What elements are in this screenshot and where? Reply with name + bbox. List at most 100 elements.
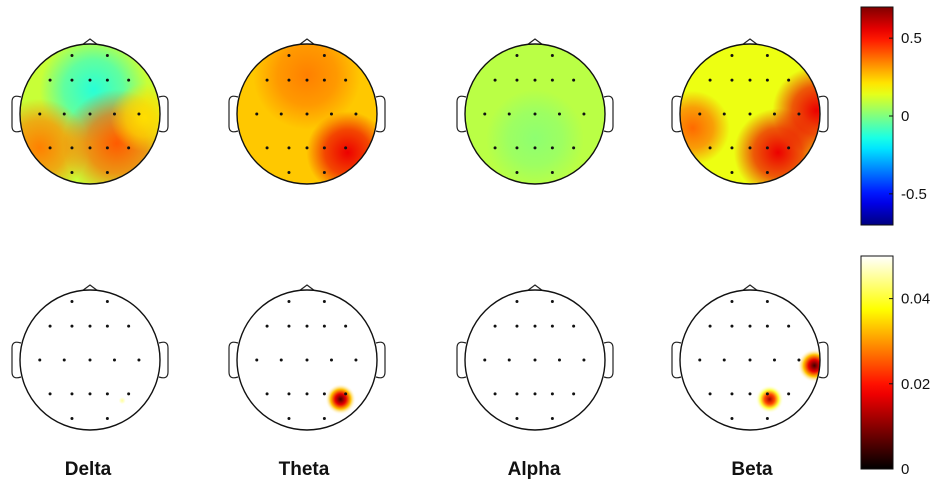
electrode-dot bbox=[305, 112, 309, 116]
electrode-dot bbox=[112, 112, 116, 116]
electrode-dot bbox=[322, 299, 326, 303]
electrode-dot bbox=[88, 146, 92, 150]
colorbar-tick-label: 0.04 bbox=[901, 291, 930, 308]
electrode-dot bbox=[748, 112, 752, 116]
topomap-feature bbox=[110, 83, 160, 152]
electrode-dot bbox=[708, 78, 712, 82]
band-label-delta: Delta bbox=[65, 459, 112, 480]
electrode-dot bbox=[698, 112, 702, 116]
nose-outline bbox=[298, 38, 316, 46]
electrode-dot bbox=[708, 146, 712, 150]
colorbar-tick-label: 0 bbox=[901, 461, 909, 478]
electrode-dot bbox=[48, 146, 52, 150]
electrode-dot bbox=[70, 146, 74, 150]
electrode-dot bbox=[322, 78, 326, 82]
electrode-dot bbox=[137, 112, 141, 116]
electrode-dot bbox=[265, 392, 269, 396]
right-ear-outline bbox=[818, 341, 829, 379]
electrode-dot bbox=[787, 324, 791, 328]
electrode-dot bbox=[698, 358, 702, 362]
electrode-dot bbox=[88, 324, 92, 328]
electrode-dot bbox=[48, 78, 52, 82]
electrode-dot bbox=[70, 417, 74, 421]
colorbar-tick-label: 0.5 bbox=[901, 30, 922, 47]
electrode-dot bbox=[329, 112, 333, 116]
pvalue-topomap-theta bbox=[228, 284, 386, 431]
electrode-dot bbox=[730, 299, 734, 303]
band-labels: Delta Theta Alpha Beta bbox=[65, 459, 773, 480]
electrode-dot bbox=[730, 53, 734, 57]
electrode-dot bbox=[112, 358, 116, 362]
electrode-dot bbox=[305, 358, 309, 362]
left-ear-outline bbox=[456, 341, 467, 379]
electrode-dot bbox=[550, 392, 554, 396]
electrode-dot bbox=[582, 358, 586, 362]
electrode-dot bbox=[722, 112, 726, 116]
pvalue-topomap-beta bbox=[671, 284, 829, 431]
nose-outline bbox=[526, 38, 544, 46]
electrode-dot bbox=[493, 146, 497, 150]
electrode-dot bbox=[765, 146, 769, 150]
left-ear-outline bbox=[671, 95, 682, 133]
electrode-dot bbox=[515, 417, 519, 421]
electrode-dot bbox=[354, 112, 358, 116]
electrode-dot bbox=[515, 299, 519, 303]
electrode-dot bbox=[730, 417, 734, 421]
electrode-dot bbox=[287, 78, 291, 82]
electrode-dot bbox=[748, 358, 752, 362]
electrode-dot bbox=[582, 112, 586, 116]
right-ear-outline bbox=[603, 95, 614, 133]
left-ear-outline bbox=[11, 341, 22, 379]
electrode-dot bbox=[322, 417, 326, 421]
pvalue-topomap-alpha bbox=[456, 284, 614, 431]
electrode-dot bbox=[765, 417, 769, 421]
electrode-dot bbox=[70, 171, 74, 175]
electrode-dot bbox=[533, 78, 537, 82]
electrode-dot bbox=[88, 358, 92, 362]
electrode-dot bbox=[48, 392, 52, 396]
electrode-dot bbox=[105, 324, 109, 328]
electrode-dot bbox=[748, 146, 752, 150]
electrode-dot bbox=[533, 324, 537, 328]
electrode-dot bbox=[287, 299, 291, 303]
electrode-dot bbox=[287, 324, 291, 328]
right-ear-outline bbox=[818, 95, 829, 133]
electrode-dot bbox=[507, 358, 511, 362]
electrode-dot bbox=[515, 324, 519, 328]
electrode-dot bbox=[344, 78, 348, 82]
head-outline bbox=[679, 43, 821, 185]
corr-topomap-beta bbox=[671, 38, 829, 185]
electrode-dot bbox=[344, 146, 348, 150]
electrode-dot bbox=[493, 78, 497, 82]
electrode-dot bbox=[305, 392, 309, 396]
electrode-dot bbox=[550, 53, 554, 57]
electrode-dot bbox=[797, 112, 801, 116]
electrode-dot bbox=[557, 112, 561, 116]
electrode-dot bbox=[255, 358, 259, 362]
significance-spot bbox=[112, 390, 132, 411]
electrode-dot bbox=[322, 324, 326, 328]
head-outline bbox=[236, 289, 378, 431]
topomap-feature bbox=[20, 98, 89, 184]
electrode-dot bbox=[515, 53, 519, 57]
electrode-dot bbox=[730, 324, 734, 328]
electrode-dot bbox=[765, 53, 769, 57]
nose-outline bbox=[298, 284, 316, 292]
electrode-dot bbox=[765, 324, 769, 328]
electrode-dot bbox=[105, 78, 109, 82]
significance-spot bbox=[325, 383, 356, 415]
electrode-dot bbox=[70, 53, 74, 57]
electrode-dot bbox=[550, 171, 554, 175]
electrode-dot bbox=[533, 392, 537, 396]
electrode-dot bbox=[329, 358, 333, 362]
nose-outline bbox=[526, 284, 544, 292]
electrode-dot bbox=[772, 358, 776, 362]
electrode-dot bbox=[38, 358, 42, 362]
electrode-dot bbox=[533, 146, 537, 150]
left-ear-outline bbox=[456, 95, 467, 133]
head-outline bbox=[464, 289, 606, 431]
topomap-feature bbox=[486, 89, 584, 184]
electrode-dot bbox=[515, 78, 519, 82]
colorbar-tick-label: -0.5 bbox=[901, 186, 927, 203]
electrode-dot bbox=[708, 324, 712, 328]
